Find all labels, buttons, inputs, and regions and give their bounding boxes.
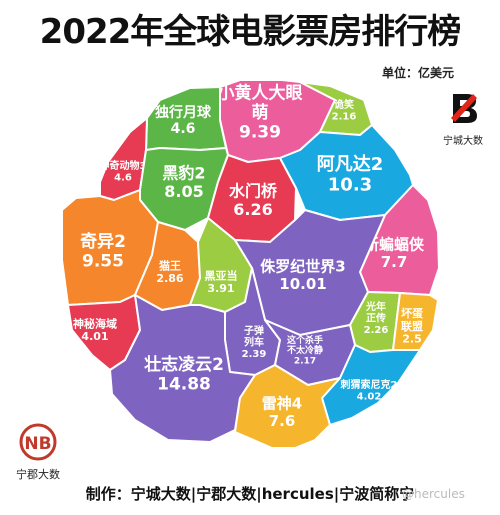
cell-name-label: 萌 bbox=[252, 102, 269, 123]
cell-value-label: 2.86 bbox=[156, 272, 183, 285]
cell-value-label: 7.7 bbox=[381, 253, 408, 271]
cell-name-label: 正传 bbox=[366, 312, 386, 325]
cell-name-label: 新蝙蝠侠 bbox=[364, 236, 425, 254]
cell-value-label: 9.55 bbox=[82, 252, 124, 272]
watermark: @hercules bbox=[402, 487, 465, 501]
cell-shape-18 bbox=[109, 294, 256, 443]
cell-name-label: 水门桥 bbox=[229, 181, 278, 200]
cell-name-label: 小黄人大眼 bbox=[218, 82, 303, 103]
bridgestone-b-icon bbox=[451, 94, 477, 123]
cell-10: 猫王2.86 bbox=[134, 221, 201, 311]
cell-value-label: 14.88 bbox=[157, 375, 211, 395]
cell-name-label: 神秘海域 bbox=[73, 317, 117, 331]
cell-name-label: 猫王 bbox=[159, 259, 181, 273]
cell-name-label: 雷神4 bbox=[262, 395, 302, 413]
cell-name-label: 神奇动物3 bbox=[100, 159, 147, 172]
cell-name-label: 坏蛋 bbox=[401, 307, 424, 320]
cell-value-label: 2.5 bbox=[402, 333, 422, 346]
cell-name-label: 黑豹2 bbox=[162, 163, 205, 182]
cell-value-label: 4.6 bbox=[114, 172, 132, 183]
cell-value-label: 7.6 bbox=[269, 412, 296, 430]
cell-value-label: 4.6 bbox=[171, 121, 196, 137]
cell-name-label: 诡笑 bbox=[334, 98, 354, 111]
cell-name-label: 这个杀手 bbox=[287, 334, 323, 346]
brand-logo-top-right: 宁城大数 bbox=[434, 88, 492, 150]
logo-caption-bottom-left: 宁郡大数 bbox=[16, 468, 60, 481]
cell-value-label: 4.01 bbox=[81, 330, 108, 343]
chart-title: 2022年全球电影票房排行榜 bbox=[39, 12, 462, 52]
cell-value-label: 6.26 bbox=[233, 200, 272, 219]
svg-text:NB: NB bbox=[24, 434, 51, 454]
cell-name-label: 联盟 bbox=[401, 319, 423, 333]
cell-name-label: 阿凡达2 bbox=[317, 153, 384, 175]
brand-logo-bottom-left: NB 宁郡大数 bbox=[6, 422, 70, 481]
footer-credit: 制作：宁城大数|宁郡大数|hercules|宁波简称宁 bbox=[85, 485, 415, 503]
unit-label: 单位：亿美元 bbox=[382, 66, 455, 80]
cell-value-label: 2.26 bbox=[364, 325, 389, 336]
cell-value-label: 2.39 bbox=[242, 349, 267, 360]
cell-name-label: 侏罗纪世界3 bbox=[260, 258, 345, 276]
cell-value-label: 4.02 bbox=[357, 391, 382, 402]
cell-name-label: 独行月球 bbox=[155, 104, 212, 121]
cell-shape-20 bbox=[234, 364, 341, 449]
cell-name-label: 列车 bbox=[244, 336, 264, 349]
cell-name-label: 子弹 bbox=[244, 324, 264, 337]
nb-circle-logo-icon: NB bbox=[19, 423, 57, 461]
cell-value-label: 2.17 bbox=[294, 357, 316, 367]
cell-value-label: 2.16 bbox=[332, 111, 357, 122]
cell-value-label: 10.3 bbox=[328, 175, 372, 196]
cell-name-label: 黑亚当 bbox=[205, 269, 238, 283]
cell-value-label: 8.05 bbox=[164, 182, 203, 201]
cell-value-label: 3.91 bbox=[207, 282, 234, 295]
cell-name-label: 奇异2 bbox=[80, 231, 126, 252]
cell-name-label: 刺猬索尼克2 bbox=[340, 378, 398, 391]
cell-name-label: 不太冷静 bbox=[287, 344, 323, 356]
cell-value-label: 9.39 bbox=[239, 123, 281, 143]
cell-name-label: 光年 bbox=[365, 300, 386, 313]
logo-caption-top-right: 宁城大数 bbox=[443, 136, 483, 147]
cell-value-label: 10.01 bbox=[279, 275, 326, 293]
cell-name-label: 壮志凌云2 bbox=[144, 354, 224, 375]
